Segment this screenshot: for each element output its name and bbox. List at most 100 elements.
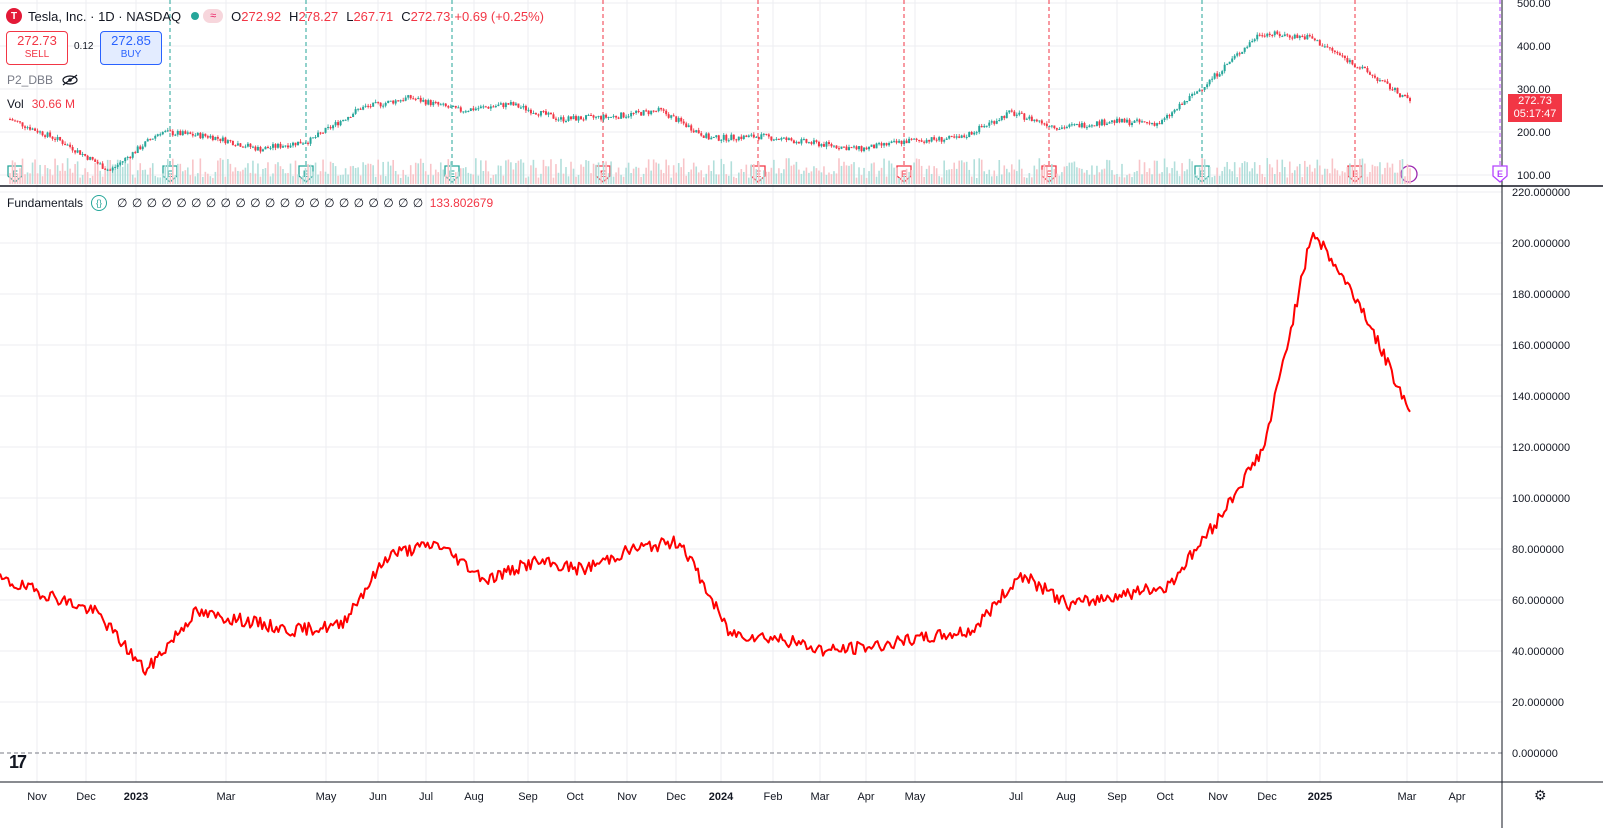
candle-body [1281, 36, 1284, 38]
candle-body [337, 122, 340, 126]
volume-indicator[interactable]: Vol 30.66 M [7, 97, 75, 111]
candle-body [722, 134, 725, 140]
volume-bar [121, 166, 124, 184]
settings-gear-icon[interactable]: ⚙ [1534, 787, 1547, 803]
volume-bar [439, 162, 442, 184]
candle-body [289, 145, 292, 148]
volume-bar [1236, 177, 1238, 184]
tradingview-logo-icon[interactable]: 17 [9, 752, 27, 772]
close-label: C [401, 8, 411, 24]
candle-body [1398, 93, 1401, 97]
volume-bar [547, 166, 550, 184]
volume-bar [1384, 167, 1386, 184]
volume-bar [409, 165, 412, 184]
p2-dbb-indicator[interactable]: P2_DBB [7, 73, 79, 87]
candle-body [602, 114, 605, 120]
volume-bar [680, 167, 682, 184]
volume-bar [1401, 159, 1404, 184]
volume-bar [74, 164, 76, 184]
volume-bar [672, 165, 675, 184]
sell-button[interactable]: 272.73 SELL [6, 31, 68, 65]
candle-body [807, 142, 810, 144]
volume-bar [1128, 173, 1131, 184]
volume-bar [19, 168, 21, 184]
candle-body [662, 109, 665, 111]
candle-body [204, 133, 207, 137]
volume-bar [575, 176, 577, 184]
candle-body [983, 125, 986, 128]
candle-body [1248, 42, 1251, 47]
candle-body [484, 106, 487, 108]
candle-body [888, 143, 891, 146]
volume-bar [1056, 173, 1058, 184]
candle-body [364, 105, 367, 107]
candle-body [392, 100, 395, 104]
volume-bar [1198, 167, 1201, 184]
candle-body [76, 150, 79, 153]
volume-bar [1116, 173, 1118, 184]
candle-body [1328, 47, 1331, 49]
candle-body [1231, 58, 1234, 62]
candle-body [241, 146, 244, 148]
volume-bar [647, 159, 650, 184]
volume-bar [176, 163, 179, 184]
volume-bar [392, 159, 394, 184]
volume-bar [319, 171, 322, 184]
candle-body [812, 140, 815, 144]
candle-body [635, 110, 638, 114]
volume-bar [582, 166, 585, 184]
candle-body [259, 146, 262, 152]
volume-bar [592, 163, 595, 184]
fundamentals-axis-tick-label: 180.000000 [1512, 289, 1570, 301]
volume-bar [1076, 167, 1078, 184]
volume-bar [1151, 174, 1153, 184]
volume-bar [637, 167, 640, 184]
candle-body [1080, 123, 1083, 128]
volume-bar [580, 164, 582, 184]
volume-bar [735, 177, 738, 184]
eye-hidden-icon[interactable] [61, 74, 79, 86]
fundamentals-legend[interactable]: Fundamentals {} ∅ ∅ ∅ ∅ ∅ ∅ ∅ ∅ ∅ ∅ ∅ ∅ … [7, 195, 493, 211]
candle-body [1115, 118, 1118, 123]
volume-bar [945, 170, 948, 184]
candle-body [547, 112, 550, 115]
volume-bar [96, 159, 99, 184]
candle-body [855, 146, 858, 150]
volume-bar [1349, 163, 1351, 184]
compare-icon[interactable]: ≈ [203, 9, 224, 23]
candle-body [870, 144, 873, 147]
candle-body [1278, 33, 1281, 37]
candle-body [1068, 124, 1071, 127]
volume-bar [1291, 172, 1294, 184]
candle-body [214, 136, 217, 141]
candle-body [810, 142, 813, 144]
volume-bar [808, 172, 810, 184]
candle-body [1406, 95, 1409, 99]
candle-body [1401, 95, 1404, 97]
candle-body [1128, 119, 1131, 126]
volume-bar [149, 167, 152, 184]
candle-body [292, 142, 295, 146]
time-axis-tick-label: Jun [369, 791, 387, 803]
volume-bar [475, 158, 477, 184]
volume-bar [1188, 158, 1191, 184]
volume-bar [522, 162, 525, 184]
low-value: 267.71 [353, 8, 394, 24]
candle-body [800, 139, 803, 144]
source-code-icon[interactable]: {} [91, 195, 108, 211]
volume-bar [1123, 177, 1126, 184]
candle-body [36, 130, 39, 133]
volume-bar [863, 167, 865, 184]
candle-body [319, 132, 322, 134]
volume-bar [1098, 172, 1101, 184]
volume-bar [279, 166, 282, 184]
candle-body [920, 140, 923, 142]
volume-bar [284, 173, 287, 184]
symbol-title[interactable]: Tesla, Inc. · 1D · NASDAQ [28, 8, 182, 24]
time-axis-tick-label: Sep [518, 791, 538, 803]
volume-bar [830, 174, 833, 184]
buy-button[interactable]: 272.85 BUY [100, 31, 162, 65]
volume-bar [1013, 169, 1016, 184]
